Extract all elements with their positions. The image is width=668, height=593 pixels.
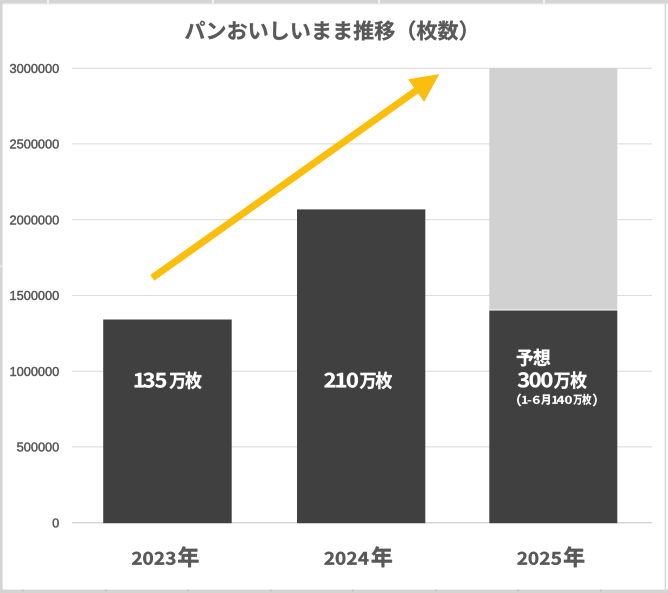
svg-text:2000000: 2000000	[9, 212, 59, 227]
svg-text:3000000: 3000000	[9, 61, 59, 76]
svg-text:500000: 500000	[17, 440, 60, 455]
svg-text:0: 0	[52, 515, 59, 530]
svg-text:1000000: 1000000	[9, 364, 59, 379]
svg-text:2500000: 2500000	[9, 137, 59, 152]
svg-text:1500000: 1500000	[9, 288, 59, 303]
